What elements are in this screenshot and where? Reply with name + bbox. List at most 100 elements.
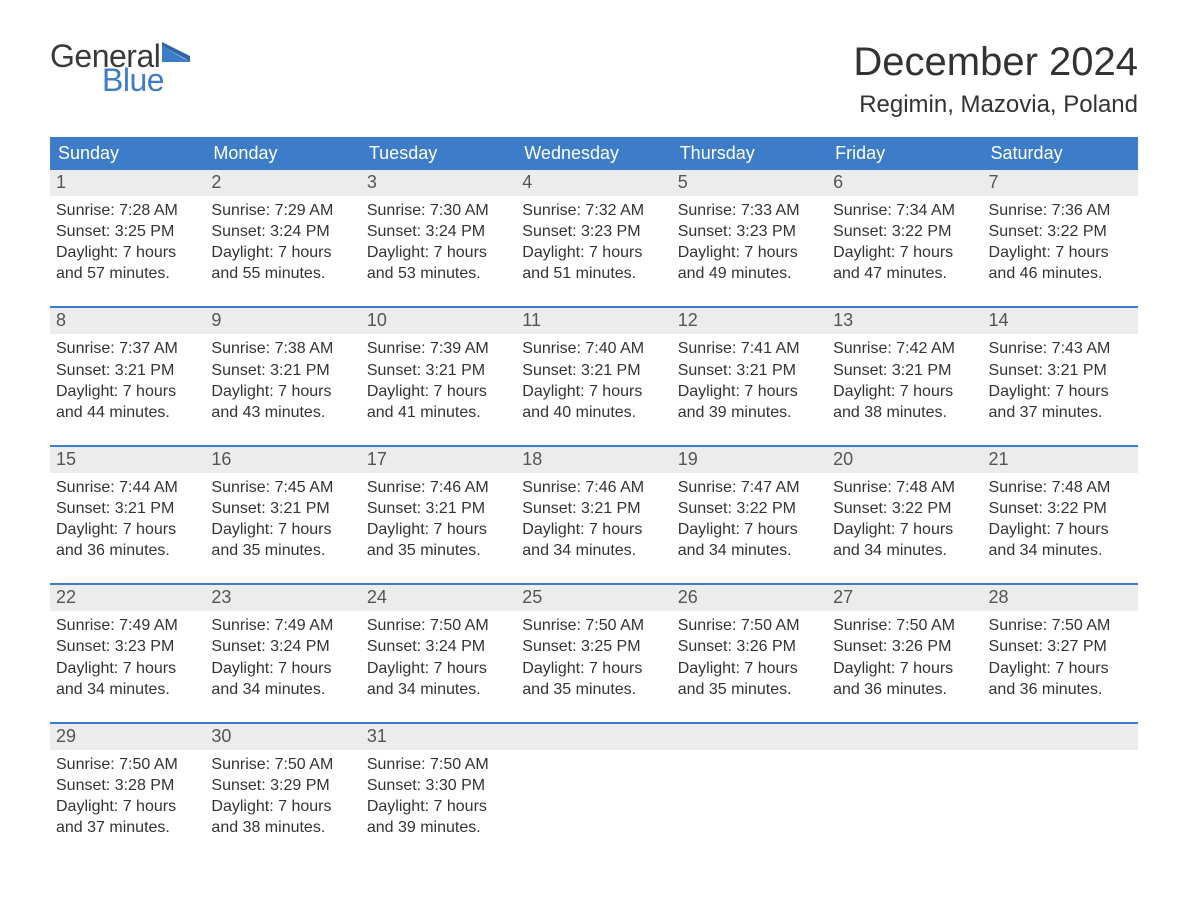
weekday-header: Friday (827, 137, 982, 170)
daylight-line: and 34 minutes. (989, 540, 1132, 561)
calendar-week: 29Sunrise: 7:50 AMSunset: 3:28 PMDayligh… (50, 722, 1138, 860)
title-block: December 2024 Regimin, Mazovia, Poland (853, 40, 1138, 119)
day-details (983, 750, 1138, 754)
day-details (672, 750, 827, 754)
calendar-day (827, 724, 982, 860)
day-details: Sunrise: 7:49 AMSunset: 3:24 PMDaylight:… (205, 611, 360, 699)
sunrise-line: Sunrise: 7:48 AM (989, 477, 1132, 498)
sunset-line: Sunset: 3:24 PM (211, 221, 354, 242)
sunset-line: Sunset: 3:28 PM (56, 775, 199, 796)
sunrise-line: Sunrise: 7:30 AM (367, 200, 510, 221)
daylight-line: Daylight: 7 hours (211, 658, 354, 679)
calendar-day: 13Sunrise: 7:42 AMSunset: 3:21 PMDayligh… (827, 308, 982, 444)
sunrise-line: Sunrise: 7:50 AM (833, 615, 976, 636)
day-number (983, 724, 1138, 750)
day-details: Sunrise: 7:50 AMSunset: 3:30 PMDaylight:… (361, 750, 516, 838)
daylight-line: Daylight: 7 hours (989, 242, 1132, 263)
sunrise-line: Sunrise: 7:50 AM (211, 754, 354, 775)
sunset-line: Sunset: 3:24 PM (211, 636, 354, 657)
daylight-line: Daylight: 7 hours (678, 519, 821, 540)
day-number: 6 (827, 170, 982, 196)
sunset-line: Sunset: 3:22 PM (989, 221, 1132, 242)
sunset-line: Sunset: 3:23 PM (678, 221, 821, 242)
sunrise-line: Sunrise: 7:33 AM (678, 200, 821, 221)
daylight-line: Daylight: 7 hours (522, 381, 665, 402)
calendar-day: 30 Sunrise: 7:50 AMSunset: 3:29 PMDayligh… (205, 724, 360, 860)
daylight-line: Daylight: 7 hours (211, 519, 354, 540)
weekday-header: Saturday (983, 137, 1138, 170)
brand-logo: General Blue (50, 40, 192, 96)
daylight-line: and 46 minutes. (989, 263, 1132, 284)
day-number: 27 (827, 585, 982, 611)
daylight-line: Daylight: 7 hours (678, 242, 821, 263)
day-details: Sunrise: 7:50 AMSunset: 3:28 PMDaylight:… (50, 750, 205, 838)
daylight-line: Daylight: 7 hours (56, 381, 199, 402)
calendar-day: 6Sunrise: 7:34 AMSunset: 3:22 PMDaylight… (827, 170, 982, 306)
daylight-line: Daylight: 7 hours (989, 658, 1132, 679)
day-number: 4 (516, 170, 671, 196)
calendar-day: 31Sunrise: 7:50 AMSunset: 3:30 PMDayligh… (361, 724, 516, 860)
day-number: 30 (205, 724, 360, 750)
daylight-line: Daylight: 7 hours (367, 242, 510, 263)
daylight-line: and 40 minutes. (522, 402, 665, 423)
day-details: Sunrise: 7:50 AMSunset: 3:27 PMDaylight:… (983, 611, 1138, 699)
sunrise-line: Sunrise: 7:50 AM (367, 615, 510, 636)
sunrise-line: Sunrise: 7:48 AM (833, 477, 976, 498)
calendar-day: 14Sunrise: 7:43 AMSunset: 3:21 PMDayligh… (983, 308, 1138, 444)
day-details: Sunrise: 7:28 AMSunset: 3:25 PMDaylight:… (50, 196, 205, 284)
sunset-line: Sunset: 3:30 PM (367, 775, 510, 796)
day-details: Sunrise: 7:30 AMSunset: 3:24 PMDaylight:… (361, 196, 516, 284)
sunrise-line: Sunrise: 7:32 AM (522, 200, 665, 221)
daylight-line: and 36 minutes. (989, 679, 1132, 700)
day-details: Sunrise: 7:29 AMSunset: 3:24 PMDaylight:… (205, 196, 360, 284)
sunset-line: Sunset: 3:25 PM (56, 221, 199, 242)
day-number: 19 (672, 447, 827, 473)
sunset-line: Sunset: 3:21 PM (367, 498, 510, 519)
sunrise-line: Sunrise: 7:34 AM (833, 200, 976, 221)
daylight-line: and 39 minutes. (678, 402, 821, 423)
day-details (516, 750, 671, 754)
sunset-line: Sunset: 3:29 PM (211, 775, 354, 796)
day-details: Sunrise: 7:45 AMSunset: 3:21 PMDaylight:… (205, 473, 360, 561)
calendar-day: 25Sunrise: 7:50 AMSunset: 3:25 PMDayligh… (516, 585, 671, 721)
day-number: 23 (205, 585, 360, 611)
daylight-line: and 34 minutes. (833, 540, 976, 561)
daylight-line: Daylight: 7 hours (211, 796, 354, 817)
calendar-week: 15Sunrise: 7:44 AMSunset: 3:21 PMDayligh… (50, 445, 1138, 583)
sunrise-line: Sunrise: 7:46 AM (522, 477, 665, 498)
calendar-day: 18Sunrise: 7:46 AMSunset: 3:21 PMDayligh… (516, 447, 671, 583)
day-details: Sunrise: 7:46 AMSunset: 3:21 PMDaylight:… (361, 473, 516, 561)
day-number: 15 (50, 447, 205, 473)
sunset-line: Sunset: 3:23 PM (522, 221, 665, 242)
sunset-line: Sunset: 3:21 PM (833, 360, 976, 381)
sunset-line: Sunset: 3:27 PM (989, 636, 1132, 657)
daylight-line: Daylight: 7 hours (989, 519, 1132, 540)
daylight-line: Daylight: 7 hours (833, 519, 976, 540)
sunset-line: Sunset: 3:24 PM (367, 636, 510, 657)
sunrise-line: Sunrise: 7:40 AM (522, 338, 665, 359)
sunrise-line: Sunrise: 7:50 AM (678, 615, 821, 636)
day-details: Sunrise: 7:36 AMSunset: 3:22 PMDaylight:… (983, 196, 1138, 284)
sunset-line: Sunset: 3:21 PM (989, 360, 1132, 381)
day-number: 10 (361, 308, 516, 334)
day-number: 7 (983, 170, 1138, 196)
day-details: Sunrise: 7:48 AMSunset: 3:22 PMDaylight:… (827, 473, 982, 561)
day-number: 26 (672, 585, 827, 611)
sunrise-line: Sunrise: 7:50 AM (522, 615, 665, 636)
sunset-line: Sunset: 3:26 PM (833, 636, 976, 657)
calendar-day: 3Sunrise: 7:30 AMSunset: 3:24 PMDaylight… (361, 170, 516, 306)
day-number: 14 (983, 308, 1138, 334)
sunrise-line: Sunrise: 7:36 AM (989, 200, 1132, 221)
day-number: 21 (983, 447, 1138, 473)
sunset-line: Sunset: 3:22 PM (833, 221, 976, 242)
calendar-day (672, 724, 827, 860)
page-title: December 2024 (853, 40, 1138, 85)
calendar-day: 2Sunrise: 7:29 AMSunset: 3:24 PMDaylight… (205, 170, 360, 306)
daylight-line: Daylight: 7 hours (56, 519, 199, 540)
daylight-line: and 35 minutes. (522, 679, 665, 700)
day-details: Sunrise: 7:50 AMSunset: 3:25 PMDaylight:… (516, 611, 671, 699)
daylight-line: and 35 minutes. (367, 540, 510, 561)
daylight-line: and 49 minutes. (678, 263, 821, 284)
day-number: 9 (205, 308, 360, 334)
sunrise-line: Sunrise: 7:41 AM (678, 338, 821, 359)
